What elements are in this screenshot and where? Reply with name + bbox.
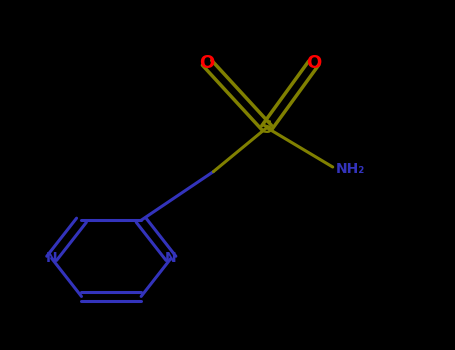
Text: N: N — [46, 251, 57, 265]
Text: S: S — [261, 119, 273, 136]
Text: O: O — [306, 54, 322, 72]
Text: O: O — [199, 54, 215, 72]
Text: NH₂: NH₂ — [336, 162, 365, 176]
Text: N: N — [165, 251, 177, 265]
